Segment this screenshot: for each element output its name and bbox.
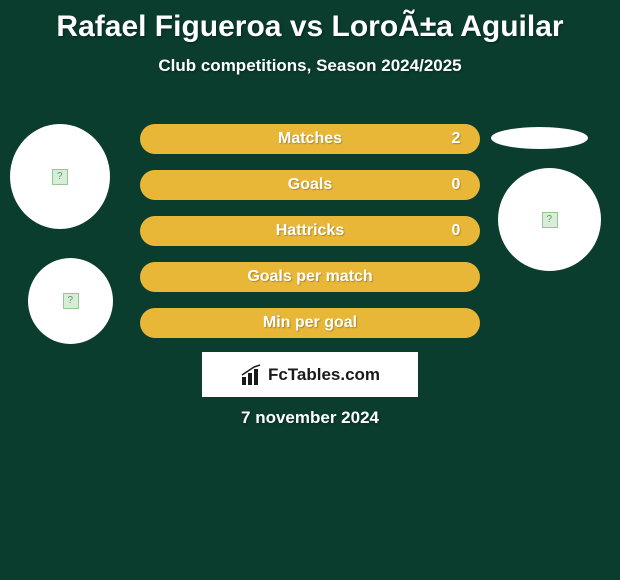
avatar-right-2 — [498, 168, 601, 271]
subtitle: Club competitions, Season 2024/2025 — [0, 56, 620, 76]
badge-text: FcTables.com — [268, 365, 380, 385]
stat-value-right: 0 — [446, 222, 466, 240]
chart-icon — [240, 363, 264, 387]
broken-image-icon — [52, 169, 68, 185]
stat-bar: Min per goal — [140, 308, 480, 338]
stat-label: Matches — [174, 130, 446, 148]
stat-bars: Matches2Goals0Hattricks0Goals per matchM… — [140, 124, 480, 354]
stat-label: Hattricks — [174, 222, 446, 240]
avatar-left-1 — [10, 124, 110, 229]
stat-bar: Goals per match — [140, 262, 480, 292]
broken-image-icon — [63, 293, 79, 309]
stat-value-right: 0 — [446, 176, 466, 194]
stat-bar: Hattricks0 — [140, 216, 480, 246]
date-text: 7 november 2024 — [0, 408, 620, 428]
stat-value-right: 2 — [446, 130, 466, 148]
fctables-badge: FcTables.com — [202, 352, 418, 397]
stat-label: Goals per match — [174, 268, 446, 286]
page-title: Rafael Figueroa vs LoroÃ±a Aguilar — [0, 0, 620, 44]
stat-bar: Matches2 — [140, 124, 480, 154]
stat-bar: Goals0 — [140, 170, 480, 200]
avatar-right-1 — [491, 127, 588, 149]
broken-image-icon — [542, 212, 558, 228]
avatar-left-2 — [28, 258, 113, 344]
stat-label: Goals — [174, 176, 446, 194]
stat-label: Min per goal — [174, 314, 446, 332]
